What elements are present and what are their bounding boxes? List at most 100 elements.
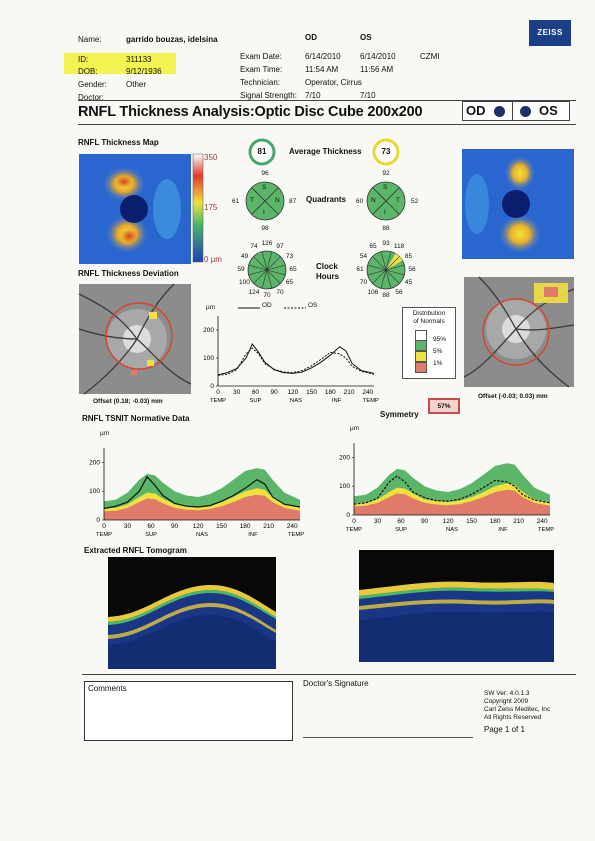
quad-od-letter-t: T [250, 197, 254, 204]
thickness-map-od [79, 154, 191, 264]
legend-od: OD [262, 302, 272, 309]
patient-dob: 9/12/1936 [126, 67, 162, 76]
od-indicator-label: OD [466, 103, 486, 118]
quad-os-letter-n: N [371, 197, 376, 204]
patient-id: 311133 [126, 55, 152, 64]
os-clock-value: 54 [359, 253, 368, 260]
norm-os-x-tick: 90 [421, 518, 429, 525]
compare-x-tick: 90 [271, 389, 279, 396]
compare-region-label: INF [332, 398, 342, 404]
os-dot-icon [520, 106, 531, 117]
deviation-map-os [463, 276, 575, 388]
signal-strength-od: 7/10 [305, 91, 321, 100]
quadrant-circle-od [245, 181, 285, 221]
norm-od-x-tick: 150 [216, 523, 227, 530]
tsnit-compare-chart: 200 100 00 30 60 90 120 150 180 210 240 TEMP SUP NAS I… [203, 316, 379, 404]
norm-od-region-label: NAS [196, 532, 208, 538]
distribution-legend: Distribution of Normals 95% 5% 1% [402, 307, 456, 379]
norm-od-band-red [104, 494, 300, 520]
os-clock-value: 93 [382, 240, 390, 247]
patient-gender: Other [126, 80, 147, 89]
quad-od-left: 61 [232, 198, 240, 205]
tomogram-label: Extracted RNFL Tomogram [84, 546, 187, 555]
os-clock-value: 85 [404, 253, 413, 260]
distribution-title-1: Distribution [412, 310, 446, 317]
quad-os-letter-i: I [384, 209, 386, 216]
compare-unit: µm [206, 304, 216, 311]
page-number: Page 1 of 1 [484, 725, 525, 734]
norm-od-x-tick: 30 [124, 523, 132, 530]
title-rule-top [78, 100, 576, 101]
sw-version: SW Ver: 4.0.1.3 [484, 690, 530, 697]
od-clock-value: 124 [248, 288, 260, 296]
os-indicator-label: OS [539, 103, 558, 118]
os-clock-value: 56 [395, 288, 403, 296]
comments-box[interactable]: Comments [84, 681, 293, 741]
os-clock-value: 56 [408, 266, 416, 273]
normative-unit-od: µm [100, 430, 110, 437]
norm-os-region-label: TEMP [346, 527, 362, 533]
avg-thickness-os: 73 [381, 147, 391, 156]
gender-label: Gender: [78, 80, 107, 89]
avg-thickness-os-circle [372, 138, 400, 166]
norm-os-x-tick: 180 [490, 518, 501, 525]
signature-label: Doctor's Signature [303, 679, 369, 688]
symmetry-value: 57% [437, 403, 451, 410]
od-clock-value: 65 [285, 279, 294, 286]
technician-label: Technician: [240, 78, 281, 87]
norm-os-x-tick: 150 [466, 518, 477, 525]
legend-os: OS [308, 302, 318, 309]
dist-1: 1% [433, 360, 443, 367]
norm-os-x-tick: 210 [513, 518, 524, 525]
report-title: RNFL Thickness Analysis:Optic Disc Cube … [78, 104, 423, 120]
quad-od-bottom: 98 [261, 225, 269, 232]
os-clock-value: 88 [382, 292, 390, 299]
od-clock-value: 49 [240, 253, 249, 260]
quad-od-letter-s: S [262, 184, 267, 191]
od-clock-value: 97 [276, 243, 284, 251]
normative-unit-os: µm [350, 425, 360, 432]
norm-os-band-red [354, 489, 550, 515]
compare-x-tick: 210 [344, 389, 355, 396]
signal-strength-os: 7/10 [360, 91, 376, 100]
normative-chart-od: 200 100 00 30 60 90 120 150 180 210 240 TEMP SUP NAS I… [89, 448, 304, 538]
norm-od-x-tick: 120 [193, 523, 204, 530]
doctor-label: Doctor: [78, 93, 104, 102]
norm-od-x-tick: 90 [171, 523, 179, 530]
offset-od: Offset (0.18; -0.03) mm [93, 398, 163, 405]
rights: All Rights Reserved [484, 714, 542, 721]
id-label: ID: [78, 55, 89, 64]
compare-region-label: TEMP [363, 398, 379, 404]
quad-os-bottom: 88 [382, 225, 390, 232]
norm-os-y-tick: 0 [346, 512, 350, 519]
od-clock-value: 126 [261, 240, 273, 247]
od-os-indicator: OD OS [462, 101, 570, 121]
compare-x-tick: 150 [306, 389, 317, 396]
avg-thickness-od-circle [248, 138, 276, 166]
highlight-marker [64, 53, 176, 74]
clock-circle-od [247, 250, 287, 290]
patient-name: garrido bouzas, idelsina [126, 35, 218, 44]
compare-y-tick: 200 [203, 327, 214, 334]
avg-thickness-label: Average Thickness [289, 147, 362, 156]
compare-os-line [217, 347, 375, 376]
norm-os-x-tick: 30 [374, 518, 382, 525]
device-id: CZMI [420, 52, 440, 61]
scale-min: 0 µm [204, 255, 222, 264]
od-clock-value: 73 [285, 253, 294, 260]
os-clock-value: 70 [359, 279, 368, 286]
norm-od-patient-line [103, 475, 301, 510]
avg-thickness-od: 81 [257, 147, 267, 156]
compare-region-label: SUP [249, 398, 261, 404]
title-rule-bottom [78, 124, 576, 125]
quad-od-right: 87 [289, 198, 297, 205]
symmetry-label: Symmetry [380, 410, 419, 419]
norm-os-region-label: INF [498, 527, 508, 533]
company: Carl Zeiss Meditec, Inc [484, 706, 551, 713]
norm-od-x-tick: 180 [240, 523, 251, 530]
norm-od-region-label: INF [248, 532, 258, 538]
deviation-label: RNFL Thickness Deviation [78, 269, 179, 278]
swatch-green [415, 340, 427, 351]
quad-od-letter-i: I [263, 209, 265, 216]
